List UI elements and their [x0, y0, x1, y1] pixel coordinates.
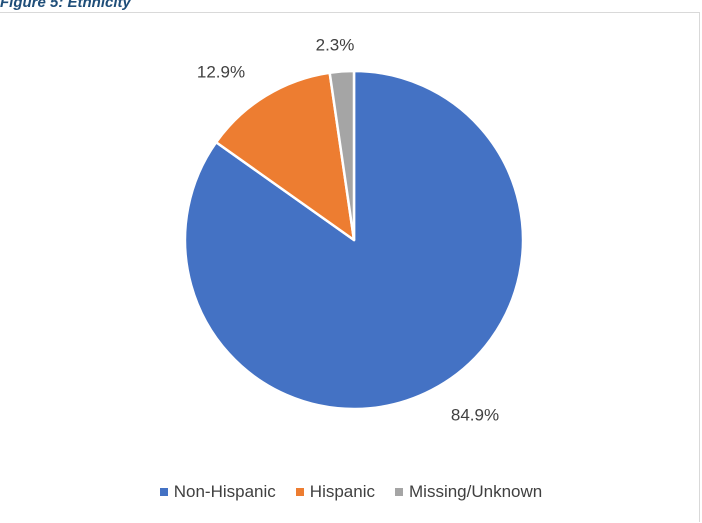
legend-item-missing-unknown: Missing/Unknown — [395, 482, 542, 502]
chart-legend: Non-Hispanic Hispanic Missing/Unknown — [0, 482, 702, 502]
legend-label-non-hispanic: Non-Hispanic — [173, 482, 276, 501]
legend-swatch-missing-unknown — [395, 488, 403, 496]
chart-frame — [0, 12, 700, 522]
legend-swatch-non-hispanic — [159, 488, 168, 496]
pie-slices — [183, 69, 525, 411]
legend-label-missing-unknown: Missing/Unknown — [409, 482, 543, 501]
legend-item-non-hispanic: Non-Hispanic — [159, 482, 276, 502]
pie-slice-hispanic — [214, 71, 356, 242]
data-label-non-hispanic: 84.9% — [451, 405, 499, 424]
figure-title: Figure 5: Ethnicity — [0, 0, 131, 11]
data-label-missing-unknown: 2.3% — [316, 35, 355, 54]
pie-data-labels: 84.9% 12.9% 2.3% — [197, 35, 499, 424]
legend-swatch-hispanic — [295, 488, 304, 496]
legend-item-hispanic: Hispanic — [295, 482, 375, 502]
data-label-hispanic: 12.9% — [197, 62, 245, 81]
legend-label-hispanic: Hispanic — [309, 482, 375, 501]
pie-slice-missing-unknown — [328, 69, 356, 242]
